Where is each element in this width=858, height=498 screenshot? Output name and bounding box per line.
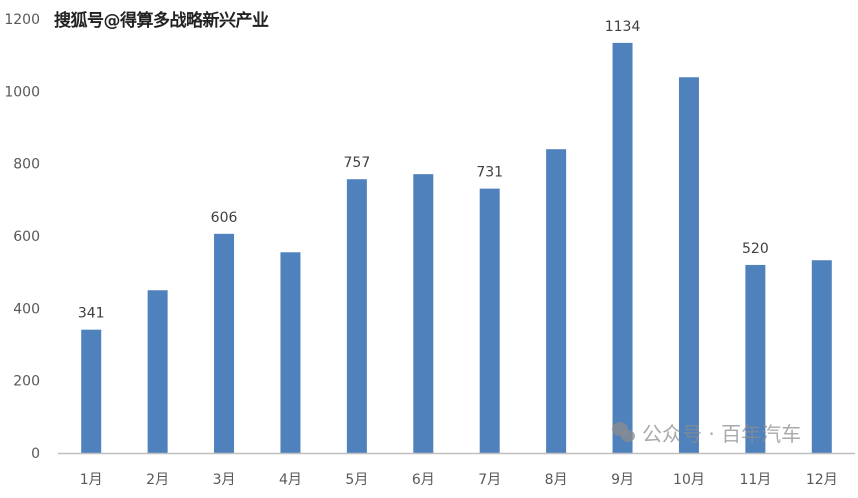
x-tick-label: 4月 xyxy=(279,472,302,488)
bar xyxy=(546,149,567,453)
x-tick-label: 10月 xyxy=(673,472,705,488)
bar xyxy=(811,260,832,453)
bar xyxy=(413,174,434,453)
y-tick-label: 1000 xyxy=(4,84,40,100)
x-tick-label: 1月 xyxy=(80,472,103,488)
bar xyxy=(678,77,699,453)
bar xyxy=(214,233,235,453)
watermark-bottom-text: 公众号 · 百年汽车 xyxy=(642,422,802,446)
x-tick-label: 3月 xyxy=(213,472,236,488)
x-tick-label: 12月 xyxy=(806,472,838,488)
x-tick-label: 9月 xyxy=(611,472,634,488)
data-label: 520 xyxy=(742,241,769,257)
y-tick-label: 200 xyxy=(13,374,40,390)
bar xyxy=(745,264,766,453)
y-tick-label: 1200 xyxy=(4,12,40,28)
x-tick-label: 5月 xyxy=(345,472,368,488)
wechat-icon xyxy=(612,421,636,444)
x-tick-label: 11月 xyxy=(739,472,771,488)
data-label: 1134 xyxy=(605,19,641,35)
y-tick-label: 400 xyxy=(13,301,40,317)
data-label: 731 xyxy=(476,165,503,181)
bar xyxy=(612,42,633,454)
bar xyxy=(479,188,500,453)
bar xyxy=(280,252,301,453)
watermark-top: 搜狐号@得算多战略新兴产业 xyxy=(52,6,271,31)
watermark-bottom: 公众号 · 百年汽车 xyxy=(612,418,801,447)
x-tick-label: 6月 xyxy=(412,472,435,488)
y-tick-label: 0 xyxy=(31,446,40,462)
bar xyxy=(81,329,102,453)
x-tick-label: 2月 xyxy=(146,472,169,488)
data-label: 606 xyxy=(211,210,238,226)
x-tick-label: 7月 xyxy=(478,472,501,488)
data-label: 757 xyxy=(344,155,371,171)
bar xyxy=(346,179,367,454)
bar xyxy=(147,290,168,453)
y-tick-label: 600 xyxy=(13,229,40,245)
x-tick-label: 8月 xyxy=(545,472,568,488)
data-label: 341 xyxy=(78,306,105,322)
y-tick-label: 800 xyxy=(13,157,40,173)
